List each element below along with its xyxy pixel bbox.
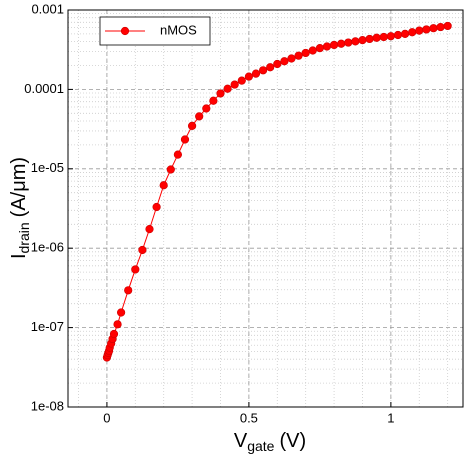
- y-label-main: I: [8, 253, 30, 259]
- data-point: [280, 57, 289, 66]
- data-point: [152, 202, 161, 212]
- legend-label: nMOS: [160, 22, 197, 37]
- data-point: [266, 63, 275, 72]
- data-point: [187, 121, 197, 130]
- data-point: [393, 30, 403, 40]
- data-point: [443, 21, 452, 31]
- data-point: [358, 36, 367, 45]
- data-point: [138, 245, 147, 255]
- data-point: [408, 28, 417, 37]
- data-point: [322, 42, 332, 51]
- plot-frame: [67, 9, 464, 408]
- data-point: [223, 84, 232, 93]
- data-point: [337, 39, 346, 48]
- data-point: [173, 150, 182, 159]
- x-label-unit: (V): [279, 430, 306, 452]
- x-axis-label: Vgate (V): [234, 430, 306, 453]
- data-point: [131, 265, 140, 274]
- data-point: [308, 46, 317, 55]
- legend: nMOS: [99, 16, 211, 46]
- x-label-main: V: [234, 430, 248, 452]
- data-point: [244, 72, 253, 81]
- data-point: [209, 96, 218, 105]
- data-point: [180, 135, 190, 144]
- data-point: [117, 308, 126, 317]
- data-point: [422, 25, 431, 34]
- data-point: [287, 54, 296, 63]
- data-point: [166, 165, 175, 174]
- y-tick-label: 1e-08: [31, 398, 64, 413]
- data-point: [237, 76, 246, 85]
- data-point: [372, 33, 381, 42]
- data-point: [202, 104, 211, 113]
- y-tick-label: 1e-05: [31, 160, 64, 175]
- data-point: [329, 40, 339, 50]
- y-label-sub: drain: [16, 222, 32, 253]
- data-point: [195, 112, 204, 121]
- data-point: [216, 89, 225, 98]
- x-tick-label: 0: [103, 410, 110, 425]
- data-point: [386, 32, 395, 41]
- data-point: [436, 22, 445, 32]
- y-tick-label: 1e-06: [31, 240, 64, 255]
- data-point: [351, 37, 360, 46]
- x-tick-label: 0.5: [240, 410, 258, 425]
- y-tick-label: 1e-07: [31, 319, 64, 334]
- data-point: [273, 59, 282, 69]
- data-point: [415, 26, 424, 35]
- x-label-sub: gate: [247, 438, 274, 454]
- data-point: [379, 32, 388, 42]
- data-point: [400, 29, 410, 39]
- data-point: [294, 51, 303, 60]
- data-point: [365, 34, 374, 44]
- data-point: [113, 320, 122, 329]
- data-point: [251, 69, 261, 78]
- data-point: [124, 286, 133, 295]
- y-tick-label: 0.001: [31, 1, 64, 16]
- y-axis-label: Idrain (A/μm): [8, 157, 31, 259]
- x-tick-label: 1: [387, 410, 394, 425]
- y-tick-label: 0.0001: [24, 81, 64, 96]
- data-point: [315, 44, 324, 53]
- legend-marker: [120, 26, 130, 36]
- data-point: [230, 80, 239, 89]
- data-point: [159, 181, 168, 190]
- y-label-unit: (A/μm): [8, 157, 30, 217]
- data-point: [258, 66, 268, 75]
- data-point: [145, 225, 154, 234]
- data-point: [344, 38, 353, 47]
- data-point: [429, 24, 438, 33]
- data-point: [301, 48, 310, 58]
- data-point: [109, 329, 119, 339]
